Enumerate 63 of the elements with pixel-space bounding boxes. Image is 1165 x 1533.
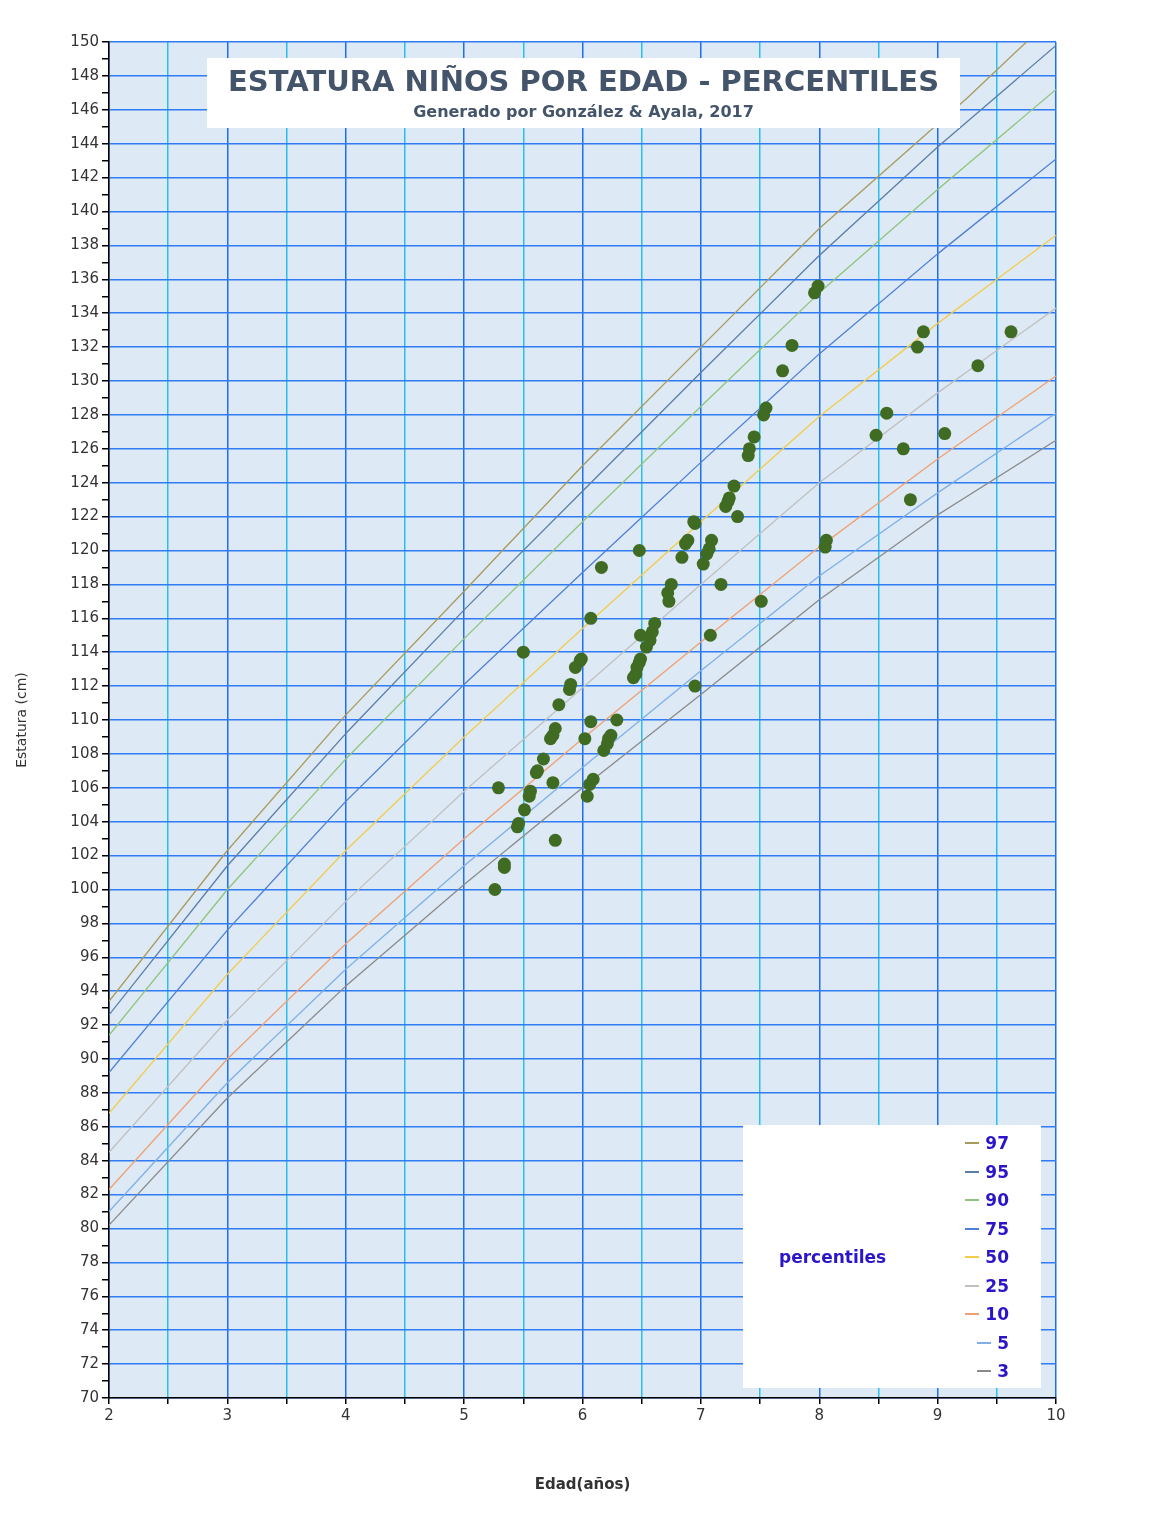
y-tick-label: 116	[70, 608, 99, 627]
y-tick-label: 86	[79, 1116, 99, 1135]
y-tick-label: 124	[70, 472, 99, 491]
y-tick-label: 88	[79, 1082, 99, 1101]
y-tick-label: 78	[79, 1252, 99, 1271]
y-tick-label: 130	[70, 370, 99, 389]
y-tick-label: 118	[70, 574, 99, 593]
y-tick-label: 132	[70, 336, 99, 355]
y-tick-label: 150	[70, 31, 99, 50]
title-panel: ESTATURA NIÑOS POR EDAD - PERCENTILES Generado por González & Ayala, 2017	[207, 58, 960, 128]
y-tick-label: 126	[70, 438, 99, 457]
y-tick-label: 94	[79, 981, 99, 1000]
legend-label: 50	[985, 1247, 1009, 1267]
legend-label: 25	[985, 1275, 1009, 1296]
y-tick-label: 140	[70, 201, 99, 220]
y-tick-label: 100	[70, 879, 99, 898]
y-tick-label: 112	[70, 675, 99, 694]
y-tick-label: 110	[70, 709, 99, 728]
legend-label: 5	[997, 1332, 1009, 1353]
x-tick-label: 2	[104, 1405, 114, 1424]
legend-label: 75	[985, 1218, 1009, 1239]
x-tick-label: 4	[340, 1405, 351, 1424]
y-tick-label: 96	[79, 947, 99, 966]
y-tick-label: 80	[79, 1218, 99, 1237]
legend-label: 95	[985, 1161, 1009, 1182]
x-tick-label: 8	[814, 1405, 825, 1424]
y-tick-label: 104	[70, 811, 99, 830]
y-tick-label: 128	[70, 404, 99, 423]
y-tick-label: 134	[70, 303, 99, 322]
legend-label: 10	[985, 1304, 1009, 1324]
legend-label: 90	[985, 1190, 1009, 1210]
y-tick-label: 114	[70, 642, 99, 661]
y-tick-label: 138	[70, 235, 99, 254]
y-tick-label: 90	[79, 1048, 99, 1067]
y-tick-label: 102	[70, 845, 99, 864]
y-tick-label: 98	[79, 913, 99, 932]
legend-title: percentiles	[779, 1247, 887, 1267]
y-tick-label: 122	[70, 506, 99, 525]
y-tick-label: 146	[70, 99, 99, 118]
y-axis-title: Estatura (cm)	[13, 672, 30, 768]
y-tick-label: 106	[70, 777, 99, 796]
legend-label: 3	[997, 1361, 1009, 1381]
y-tick-label: 82	[79, 1184, 99, 1203]
x-tick-label: 6	[577, 1405, 588, 1424]
y-tick-label: 92	[79, 1014, 99, 1033]
y-tick-label: 72	[79, 1353, 99, 1372]
y-tick-label: 74	[79, 1320, 99, 1339]
y-tick-label: 76	[79, 1286, 99, 1305]
x-tick-label: 10	[1046, 1405, 1066, 1424]
y-tick-label: 84	[79, 1150, 99, 1169]
x-tick-label: 5	[459, 1405, 469, 1424]
y-tick-label: 144	[70, 133, 99, 152]
x-tick-label: 7	[696, 1405, 706, 1424]
legend-label: 97	[985, 1133, 1009, 1153]
y-tick-label: 148	[70, 65, 99, 84]
x-tick-label: 3	[222, 1405, 233, 1424]
y-tick-label: 70	[79, 1387, 99, 1406]
y-tick-label: 136	[70, 269, 99, 288]
y-tick-label: 108	[70, 743, 99, 762]
y-tick-label: 120	[70, 540, 99, 559]
x-tick-label: 9	[932, 1405, 943, 1424]
y-tick-label: 142	[70, 167, 99, 186]
x-axis-title: Edad(años)	[534, 1474, 631, 1493]
